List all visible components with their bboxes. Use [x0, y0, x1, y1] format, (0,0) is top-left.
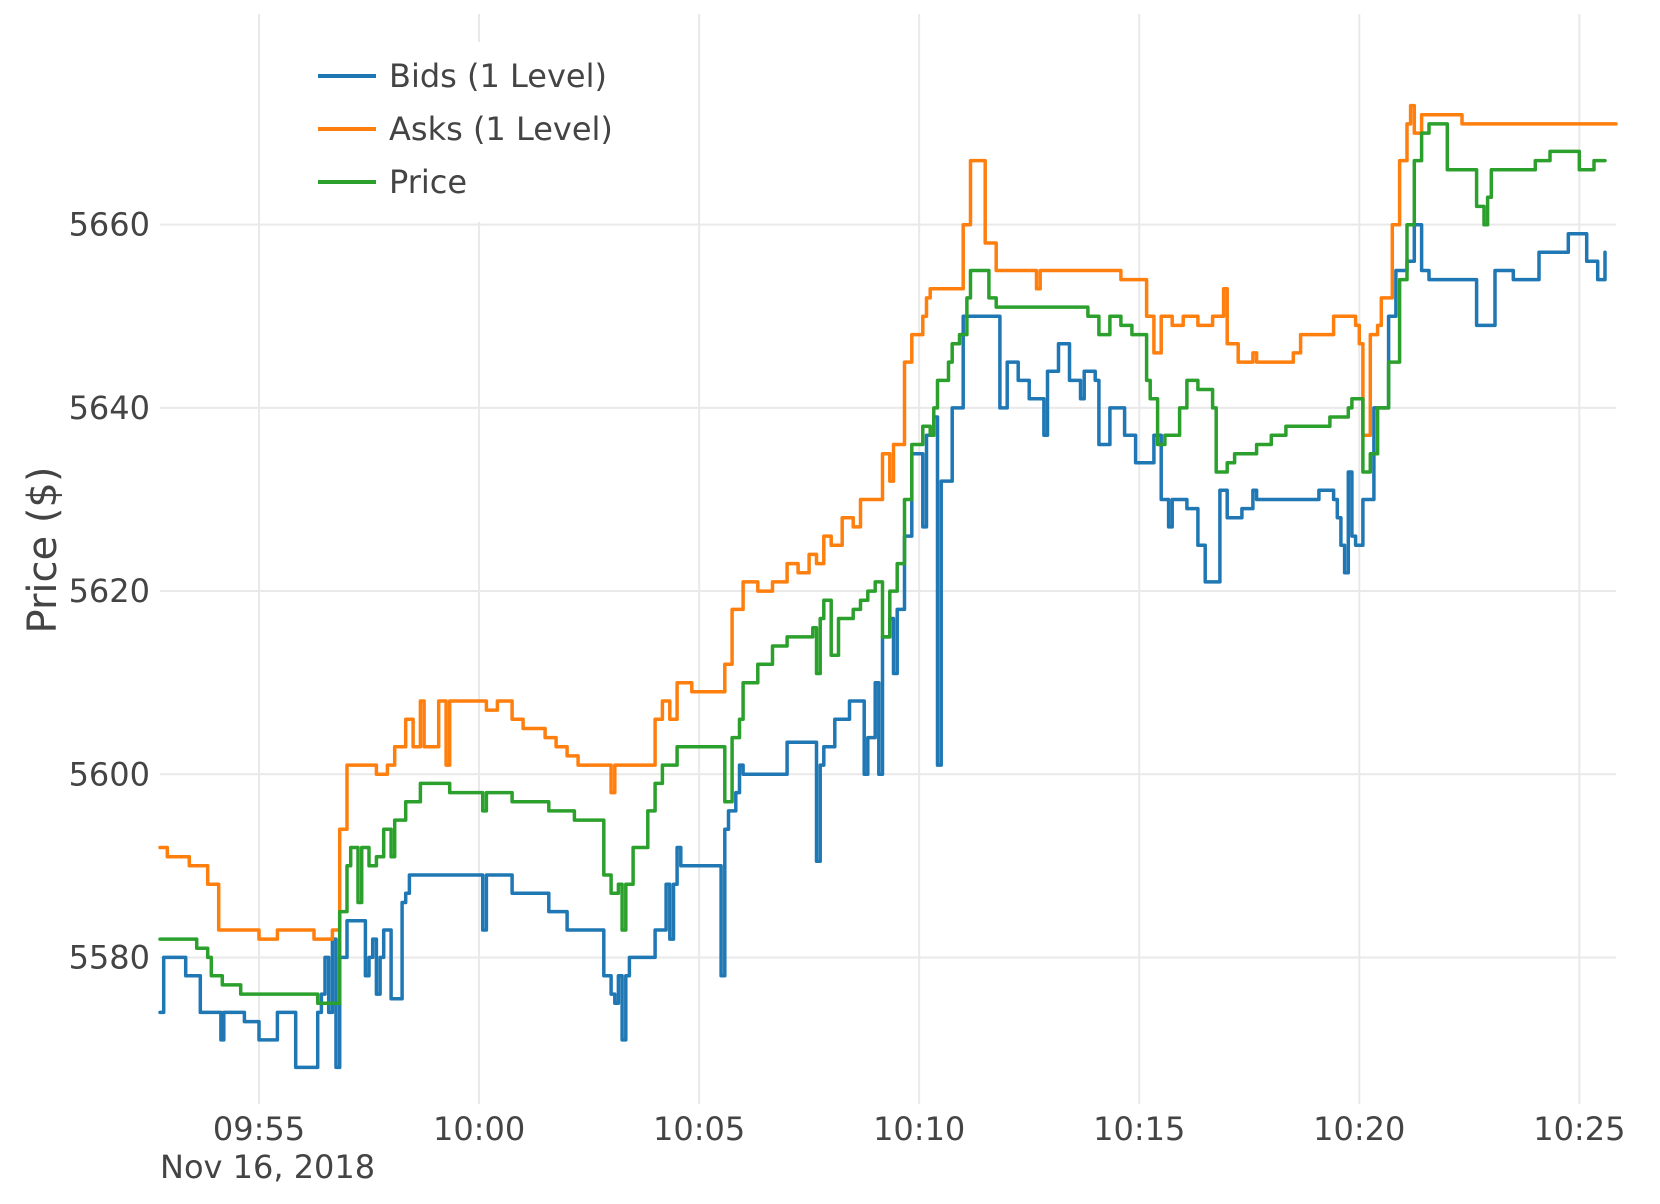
y-axis-title: Price ($)	[20, 467, 66, 634]
y-tick-label: 5600	[69, 755, 150, 793]
x-tick-label: 09:55	[213, 1110, 305, 1148]
legend-label: Asks (1 Level)	[389, 110, 613, 148]
x-tick-label: 10:15	[1093, 1110, 1185, 1148]
x-axis-ticks: 09:55 10:00 10:05 10:10 10:15 10:20 10:25	[213, 1110, 1626, 1148]
series-layer	[158, 103, 1618, 1070]
series-line-0	[158, 222, 1607, 1070]
grid-layer	[160, 14, 1616, 1104]
legend[interactable]: Bids (1 Level) Asks (1 Level) Price	[310, 42, 628, 222]
legend-items: Bids (1 Level) Asks (1 Level) Price	[318, 57, 613, 201]
legend-background	[310, 42, 628, 222]
x-axis-date-label: Nov 16, 2018	[160, 1148, 375, 1186]
x-tick-label: 10:20	[1313, 1110, 1405, 1148]
legend-label: Bids (1 Level)	[389, 57, 607, 95]
y-tick-label: 5640	[69, 389, 150, 427]
y-axis-ticks: 5580 5600 5620 5640 5660	[69, 206, 150, 977]
y-tick-label: 5620	[69, 572, 150, 610]
x-tick-label: 10:05	[653, 1110, 745, 1148]
x-tick-label: 10:10	[873, 1110, 965, 1148]
x-tick-label: 10:00	[433, 1110, 525, 1148]
y-tick-label: 5660	[69, 206, 150, 244]
x-tick-label: 10:25	[1533, 1110, 1625, 1148]
y-tick-label: 5580	[69, 938, 150, 976]
series-line-2	[158, 122, 1607, 1005]
series-line-1	[158, 103, 1618, 941]
legend-label: Price	[389, 163, 467, 201]
